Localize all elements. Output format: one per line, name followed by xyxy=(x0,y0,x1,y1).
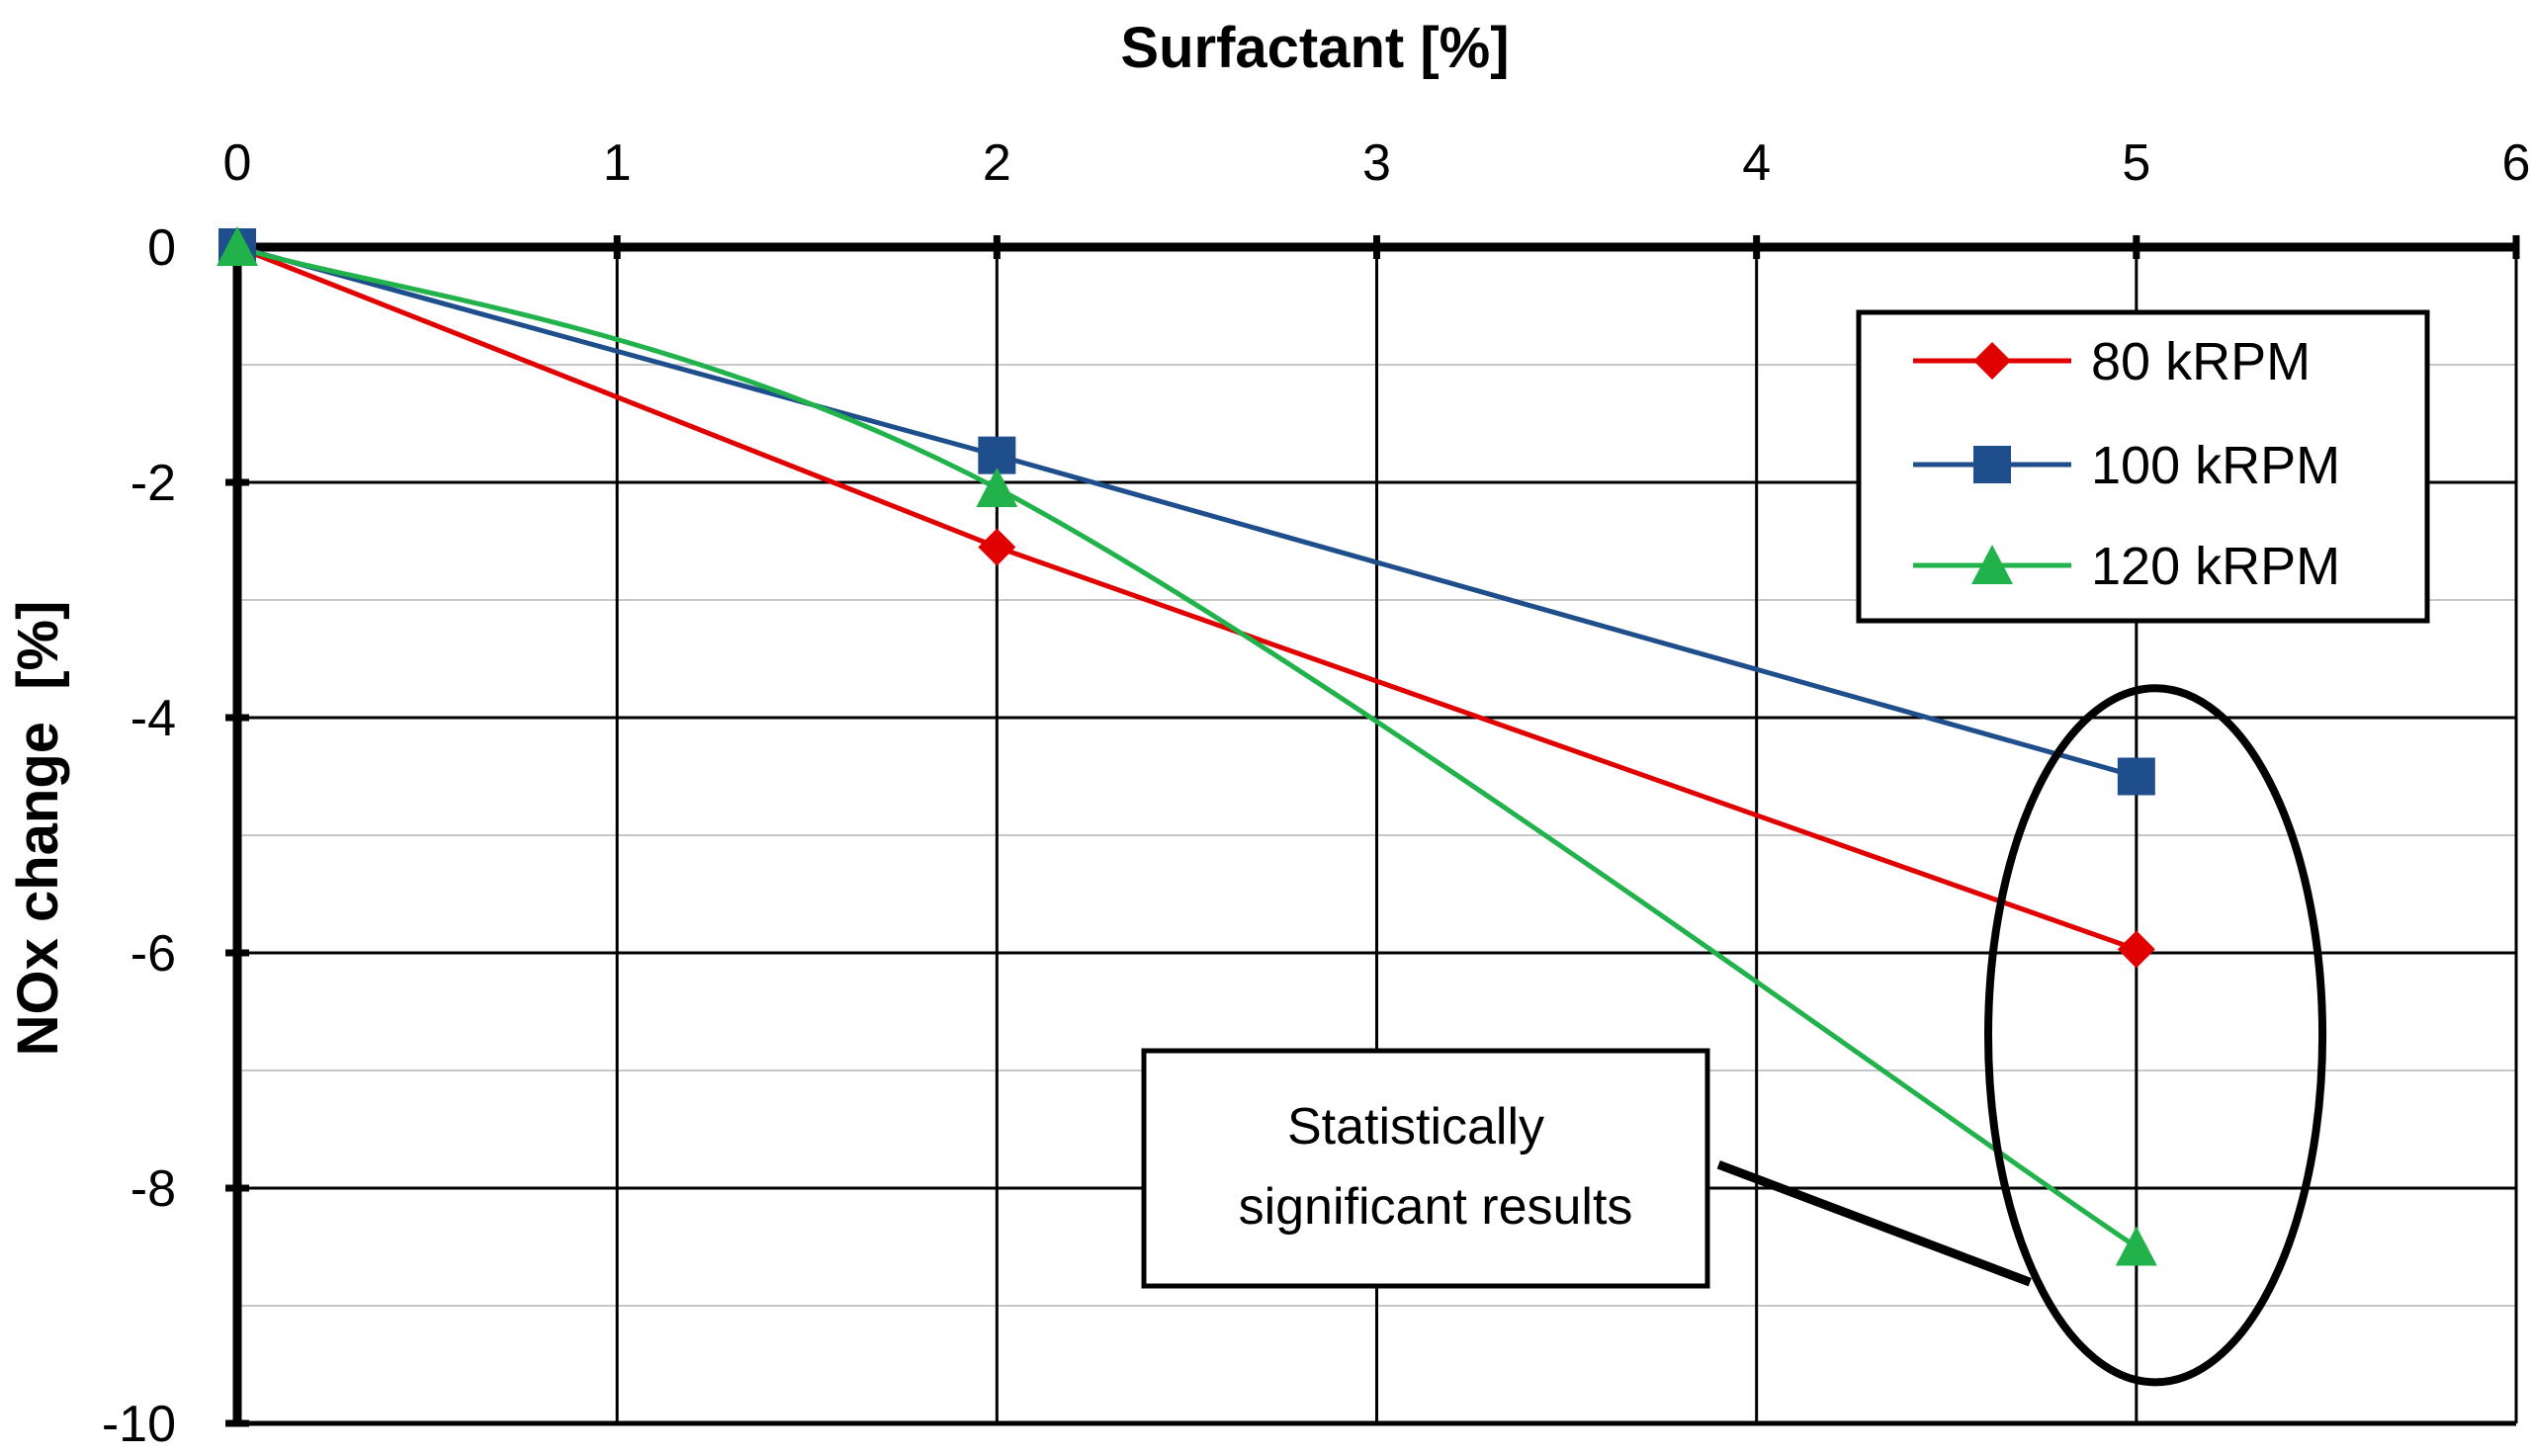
legend-marker-100-krpm xyxy=(1973,446,2011,483)
data-point-100-krpm xyxy=(2117,757,2155,796)
series-markers xyxy=(217,226,2157,1266)
y-tick-label: -6 xyxy=(131,925,176,983)
data-point-120-krpm xyxy=(2115,1226,2157,1266)
data-point-120-krpm xyxy=(976,467,1018,507)
axes xyxy=(225,235,2520,1427)
x-tick-label: 5 xyxy=(2122,134,2150,192)
x-tick-label: 6 xyxy=(2502,134,2531,192)
annotation-text-line2: significant results xyxy=(1239,1178,1633,1236)
y-tick-label: -4 xyxy=(131,690,176,747)
annotation-ellipse xyxy=(1984,684,2327,1387)
y-tick-label: -10 xyxy=(102,1396,176,1453)
data-point-120-krpm xyxy=(217,226,258,266)
x-tick-label: 1 xyxy=(603,134,632,192)
x-tick-label: 0 xyxy=(223,134,252,192)
legend: 80 kRPM 100 kRPM 120 kRPM xyxy=(1856,309,2430,624)
legend-marker-120-krpm xyxy=(1971,545,2013,584)
series-line-100-krpm xyxy=(236,244,2138,779)
y-tick-label: 0 xyxy=(147,219,176,277)
x-tick-label: 3 xyxy=(1362,134,1391,192)
x-axis-title: Surfactant [%] xyxy=(1120,16,1509,80)
legend-label-80-krpm: 80 kRPM xyxy=(2091,332,2311,391)
annotation: Statistically significant results xyxy=(1141,684,2327,1387)
y-axis-title: NOx change [%] xyxy=(6,601,70,1057)
y-tick-labels: 0 -2 -4 -6 -8 -10 xyxy=(102,219,176,1453)
series-line-120-krpm xyxy=(236,244,2139,1249)
data-point-80-krpm xyxy=(2117,930,2155,969)
annotation-pointer xyxy=(1716,1159,2032,1287)
legend-label-100-krpm: 100 kRPM xyxy=(2091,436,2340,495)
x-tick-label: 4 xyxy=(1742,134,1771,192)
annotation-text-line1: Statistically xyxy=(1287,1098,1544,1156)
legend-label-120-krpm: 120 kRPM xyxy=(2091,537,2340,596)
legend-marker-80-krpm xyxy=(1973,342,2011,380)
x-tick-labels: 0 1 2 3 4 5 6 xyxy=(223,134,2531,192)
y-tick-label: -2 xyxy=(131,455,176,512)
data-point-80-krpm xyxy=(978,528,1016,566)
annotation-box xyxy=(1141,1048,1710,1289)
x-tick-label: 2 xyxy=(983,134,1011,192)
y-tick-label: -8 xyxy=(131,1160,176,1218)
